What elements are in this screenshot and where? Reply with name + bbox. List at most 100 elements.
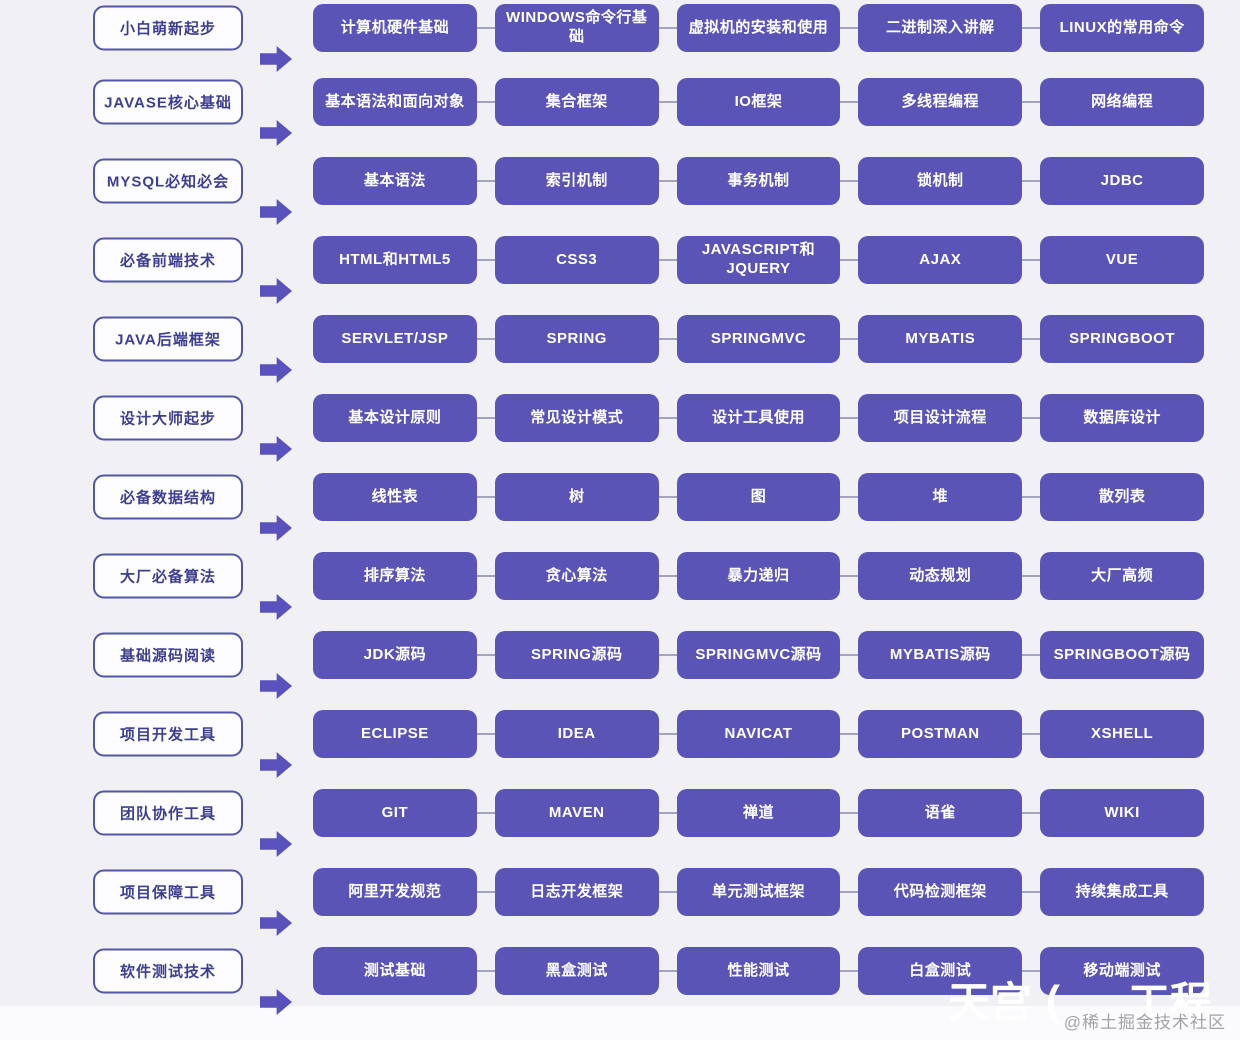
- topic-box: 线性表: [313, 473, 477, 521]
- connector-line: [1022, 891, 1041, 893]
- connector-line: [476, 970, 495, 972]
- topic-box: POSTMAN: [858, 710, 1023, 758]
- topic-box: ECLIPSE: [313, 710, 477, 758]
- topic-box: JDBC: [1040, 157, 1204, 205]
- topic-box: 贪心算法: [494, 552, 659, 600]
- topic-box: SPRING源码: [494, 631, 659, 679]
- connector-line: [476, 733, 495, 735]
- connector-line: [1022, 733, 1041, 735]
- connector-line: [476, 338, 495, 340]
- overlay-text-fragment: 天宫: [948, 979, 1033, 1026]
- topic-box: 设计工具使用: [676, 394, 841, 442]
- overlay-text-fragment: (: [1046, 977, 1060, 1024]
- connector-line: [1022, 101, 1041, 103]
- topics-track: 基本设计原则 常见设计模式 设计工具使用 项目设计流程 数据库设计: [313, 390, 1204, 446]
- right-arrow-icon: [260, 594, 292, 620]
- topic-box: VUE: [1040, 236, 1204, 284]
- topics-track: 基本语法 索引机制 事务机制 锁机制 JDBC: [313, 153, 1204, 209]
- roadmap-row: 设计大师起步 基本设计原则 常见设计模式 设计工具使用 项目设计流程 数据库设计: [0, 390, 1240, 462]
- connector-line: [840, 575, 859, 577]
- connector-line: [658, 891, 677, 893]
- topics-track: HTML和HTML5 CSS3 JAVASCRIPT和JQUERY AJAX VUE: [313, 232, 1204, 288]
- roadmap-row: 必备前端技术 HTML和HTML5 CSS3 JAVASCRIPT和JQUERY AJA…: [0, 232, 1240, 304]
- connector-line: [840, 970, 859, 972]
- connector-line: [658, 180, 677, 182]
- topics-track: JDK源码 SPRING源码 SPRINGMVC源码 MYBATIS源码 SPRINGB…: [313, 627, 1204, 683]
- topic-box: WINDOWS命令行基础: [494, 4, 659, 52]
- topics-track: 排序算法 贪心算法 暴力递归 动态规划 大厂高频: [313, 548, 1204, 604]
- topic-box: 事务机制: [676, 157, 841, 205]
- right-arrow-icon: [260, 120, 292, 146]
- stage-label: 团队协作工具: [93, 790, 243, 836]
- connector-line: [840, 891, 859, 893]
- topic-box: 网络编程: [1040, 78, 1204, 126]
- stage-label: 软件测试技术: [93, 948, 243, 994]
- stage-label: JAVA后端框架: [93, 316, 243, 362]
- stage-label: 基础源码阅读: [93, 632, 243, 678]
- topic-box: 集合框架: [494, 78, 659, 126]
- topic-box: AJAX: [858, 236, 1023, 284]
- topic-box: 性能测试: [676, 947, 841, 995]
- topic-box: 单元测试框架: [676, 868, 841, 916]
- connector-line: [658, 812, 677, 814]
- connector-line: [658, 338, 677, 340]
- topics-track: 测试基础 黑盒测试 性能测试 白盒测试 移动端测试: [313, 943, 1204, 999]
- connector-line: [658, 101, 677, 103]
- topic-box: 代码检测框架: [858, 868, 1023, 916]
- topic-box: IO框架: [676, 78, 841, 126]
- topics-track: 线性表树图堆散列表: [313, 469, 1204, 525]
- topic-box: 索引机制: [494, 157, 659, 205]
- topic-box: 暴力递归: [676, 552, 841, 600]
- connector-line: [1022, 180, 1041, 182]
- topic-box: 虚拟机的安装和使用: [676, 4, 841, 52]
- roadmap-row: 项目开发工具 ECLIPSE IDEA NAVICAT POSTMAN XSHELL: [0, 706, 1240, 778]
- topic-box: 树: [494, 473, 659, 521]
- topic-box: 基本语法和面向对象: [313, 78, 477, 126]
- roadmap-row: 项目保障工具 阿里开发规范 日志开发框架 单元测试框架 代码检测框架 持续集成工具: [0, 864, 1240, 936]
- topic-box: SPRINGMVC源码: [676, 631, 841, 679]
- connector-line: [476, 417, 495, 419]
- topic-box: JDK源码: [313, 631, 477, 679]
- topic-box: 计算机硬件基础: [313, 4, 477, 52]
- connector-line: [1022, 575, 1041, 577]
- connector-line: [476, 891, 495, 893]
- stage-label: 大厂必备算法: [93, 553, 243, 599]
- connector-line: [840, 812, 859, 814]
- topics-track: SERVLET/JSP SPRING SPRINGMVC MYBATIS SPRINGB…: [313, 311, 1204, 367]
- overlay-text-fragment: 工程: [1128, 979, 1213, 1026]
- topic-box: 常见设计模式: [494, 394, 659, 442]
- stage-label: JAVASE核心基础: [93, 79, 243, 125]
- roadmap-row: 大厂必备算法 排序算法 贪心算法 暴力递归 动态规划 大厂高频: [0, 548, 1240, 620]
- topic-box: MYBATIS: [858, 315, 1023, 363]
- connector-line: [1022, 812, 1041, 814]
- topic-box: XSHELL: [1040, 710, 1204, 758]
- topic-box: 散列表: [1040, 473, 1204, 521]
- connector-line: [840, 101, 859, 103]
- topic-box: GIT: [313, 789, 477, 837]
- right-arrow-icon: [260, 436, 292, 462]
- topic-box: 阿里开发规范: [313, 868, 477, 916]
- topic-box: IDEA: [494, 710, 659, 758]
- connector-line: [658, 259, 677, 261]
- topic-box: 多线程编程: [858, 78, 1023, 126]
- topic-box: SPRINGBOOT: [1040, 315, 1204, 363]
- topic-box: SPRINGBOOT源码: [1040, 631, 1204, 679]
- watermark: @稀土掘金技术社区: [1063, 1013, 1226, 1032]
- connector-line: [476, 101, 495, 103]
- topic-box: 持续集成工具: [1040, 868, 1204, 916]
- connector-line: [476, 259, 495, 261]
- topic-box: 项目设计流程: [858, 394, 1023, 442]
- topics-track: 阿里开发规范 日志开发框架 单元测试框架 代码检测框架 持续集成工具: [313, 864, 1204, 920]
- right-arrow-icon: [260, 515, 292, 541]
- connector-line: [1022, 338, 1041, 340]
- roadmap-row: 必备数据结构 线性表树图堆散列表: [0, 469, 1240, 541]
- right-arrow-icon: [260, 673, 292, 699]
- connector-line: [476, 496, 495, 498]
- roadmap-row: JAVA后端框架 SERVLET/JSP SPRING SPRINGMVC MYBATI…: [0, 311, 1240, 383]
- connector-line: [1022, 27, 1041, 29]
- topic-box: 语雀: [858, 789, 1023, 837]
- roadmap-row: 小白萌新起步 计算机硬件基础 WINDOWS命令行基础 虚拟机的安装和使用 二进制深入讲…: [0, 0, 1240, 72]
- topic-box: HTML和HTML5: [313, 236, 477, 284]
- topic-box: LINUX的常用命令: [1040, 4, 1204, 52]
- topic-box: 基本语法: [313, 157, 477, 205]
